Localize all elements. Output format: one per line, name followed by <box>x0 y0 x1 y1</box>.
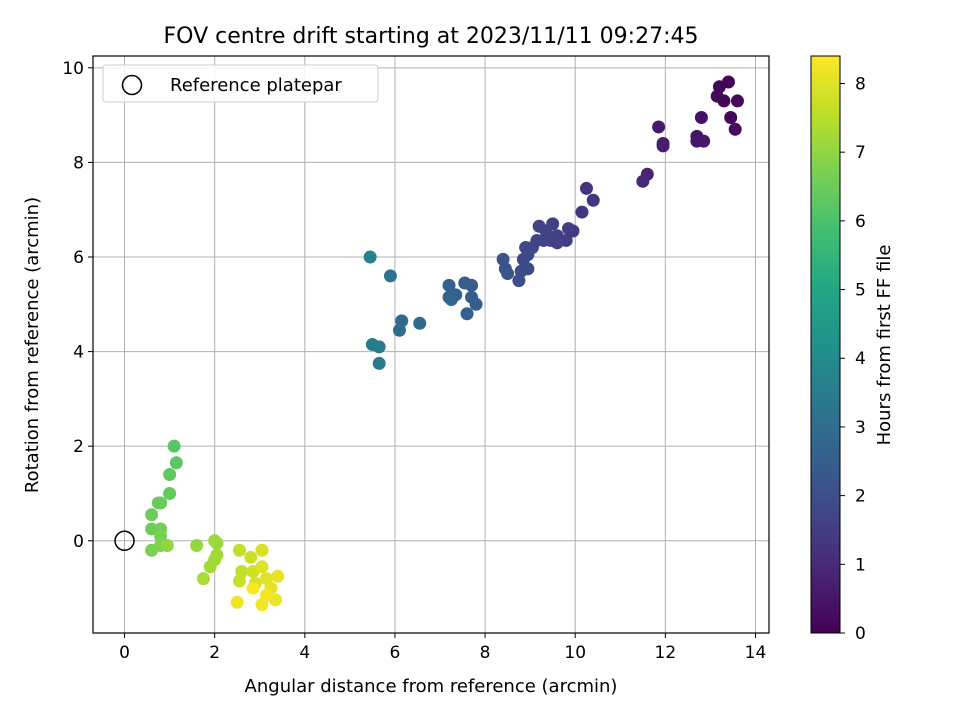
data-point <box>255 560 269 574</box>
data-point <box>579 181 593 195</box>
data-point <box>444 293 458 307</box>
data-point <box>392 323 406 337</box>
colorbar-tick-label: 4 <box>855 349 866 369</box>
data-point <box>210 536 224 550</box>
data-point <box>230 595 244 609</box>
colorbar-tick-label: 6 <box>855 212 866 232</box>
x-tick-label: 10 <box>564 643 586 663</box>
colorbar <box>810 55 841 634</box>
data-point <box>363 250 377 264</box>
data-point <box>586 193 600 207</box>
colorbar-tick-label: 3 <box>855 418 866 438</box>
reference-platepar-marker <box>114 530 135 552</box>
data-point <box>232 574 246 588</box>
x-tick-label: 4 <box>299 643 310 663</box>
data-point <box>442 278 456 292</box>
x-tick-label: 14 <box>745 643 767 663</box>
data-point <box>717 94 731 108</box>
data-point <box>255 543 269 557</box>
data-point <box>636 174 650 188</box>
data-point <box>154 529 168 543</box>
legend-marker <box>121 74 143 96</box>
colorbar-label: Hours from first FF file <box>874 245 895 446</box>
y-tick-label: 4 <box>73 343 84 363</box>
y-axis-ticks: 0 2 4 6 8 10 <box>62 59 93 552</box>
colorbar-tick-label: 5 <box>855 281 866 301</box>
data-point <box>690 134 704 148</box>
x-tick-label: 0 <box>119 643 130 663</box>
data-point <box>721 75 735 89</box>
data-point <box>383 269 397 283</box>
y-tick-label: 2 <box>73 437 84 457</box>
data-point <box>694 110 708 124</box>
x-tick-label: 8 <box>480 643 491 663</box>
data-point <box>203 560 217 574</box>
reference-marker-group <box>114 530 135 552</box>
data-point <box>730 94 744 108</box>
data-point <box>519 241 533 255</box>
data-point <box>244 550 258 564</box>
data-point <box>575 205 589 219</box>
legend-box <box>102 64 379 103</box>
data-point <box>232 543 246 557</box>
data-point <box>469 297 483 311</box>
legend-entry-reference-platepar: Reference platepar <box>170 75 342 96</box>
data-point <box>656 139 670 153</box>
data-point <box>246 581 260 595</box>
grid <box>93 56 769 633</box>
x-tick-label: 2 <box>209 643 220 663</box>
y-tick-label: 8 <box>73 153 84 173</box>
data-point <box>413 316 427 330</box>
data-point <box>190 539 204 553</box>
colorbar-tick-label: 7 <box>855 143 866 163</box>
data-point <box>145 508 159 522</box>
y-axis-label: Rotation from reference (arcmin) <box>22 197 43 493</box>
y-tick-label: 10 <box>62 59 84 79</box>
data-point <box>728 122 742 136</box>
data-point <box>145 522 159 536</box>
x-tick-label: 12 <box>655 643 677 663</box>
data-point <box>163 468 177 482</box>
plot-frame <box>92 55 770 634</box>
data-point <box>501 267 515 281</box>
data-point <box>460 307 474 321</box>
legend: Reference platepar <box>102 64 379 103</box>
data-point <box>561 222 575 236</box>
data-point <box>169 456 183 470</box>
data-point <box>550 236 564 250</box>
colorbar-tick-label: 0 <box>855 624 866 644</box>
colorbar-ticks: 0 1 2 3 4 5 6 7 8 <box>840 74 866 644</box>
data-point <box>163 486 177 500</box>
chart-title: FOV centre drift starting at 2023/11/11 … <box>164 24 699 49</box>
data-point <box>458 276 472 290</box>
data-point <box>196 572 210 586</box>
data-points <box>145 75 744 612</box>
y-tick-label: 0 <box>73 532 84 552</box>
data-point <box>372 356 386 370</box>
data-point <box>724 110 738 124</box>
x-axis-ticks: 0 2 4 6 8 10 12 14 <box>119 633 766 663</box>
data-point <box>365 338 379 351</box>
data-point <box>512 274 526 288</box>
colorbar-tick-label: 1 <box>855 555 866 575</box>
x-axis-label: Angular distance from reference (arcmin) <box>245 676 618 697</box>
data-point <box>260 588 274 602</box>
data-point <box>167 439 181 453</box>
data-point <box>271 569 285 583</box>
data-point <box>151 496 165 510</box>
data-point <box>160 539 174 553</box>
y-tick-label: 6 <box>73 248 84 268</box>
colorbar-tick-label: 8 <box>855 74 866 94</box>
colorbar-tick-label: 2 <box>855 487 866 507</box>
data-point <box>652 120 666 134</box>
x-tick-label: 6 <box>390 643 401 663</box>
